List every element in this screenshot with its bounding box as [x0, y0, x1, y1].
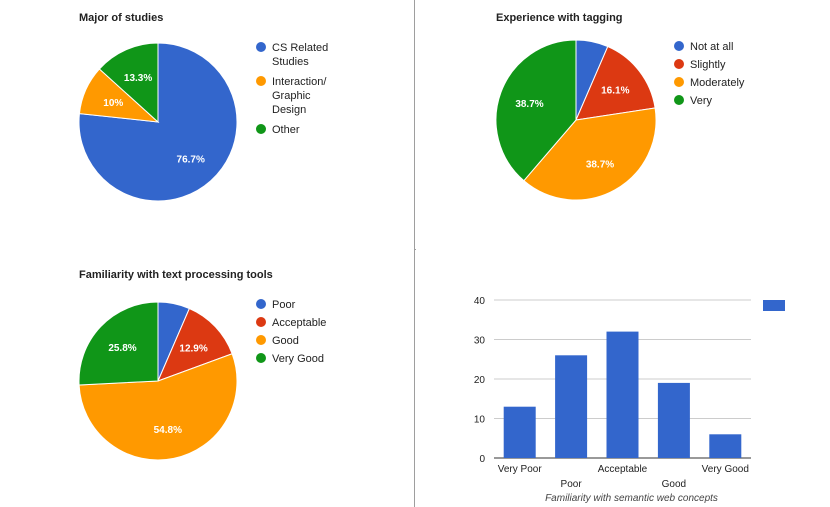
legend-item: Slightly — [674, 58, 814, 72]
x-axis-title: Familiarity with semantic web concepts — [545, 493, 718, 504]
y-tick-label: 30 — [474, 336, 486, 347]
x-category-label: Very Good — [702, 464, 749, 475]
legend-label: Acceptable — [272, 317, 327, 329]
slice-value-label: 16.1% — [601, 86, 629, 97]
legend-swatch — [763, 300, 785, 311]
bar — [709, 434, 742, 458]
pie-slice — [523, 107, 657, 201]
y-tick-label: 20 — [474, 375, 486, 386]
legend-item: Good — [256, 334, 396, 348]
legend-dot-icon — [256, 124, 266, 134]
legend-label: Not at all — [690, 41, 734, 53]
slice-value-label: 38.7% — [586, 159, 614, 170]
x-category-label: Good — [662, 479, 686, 490]
pie-slice — [575, 45, 656, 121]
chart-title: Experience with tagging — [496, 12, 623, 24]
legend-dot-icon — [674, 41, 684, 51]
legend-item: Very — [674, 94, 814, 108]
legend-label: Poor — [272, 299, 296, 311]
pie-slice — [98, 42, 159, 124]
legend-dot-icon — [256, 317, 266, 327]
horizontal-divider — [0, 249, 830, 250]
legend-dot-icon — [256, 353, 266, 363]
legend-dot-icon — [256, 335, 266, 345]
legend-label: Very Good — [272, 353, 324, 365]
slice-value-label: 12.9% — [179, 343, 207, 354]
y-tick-label: 10 — [474, 415, 486, 426]
legend: CS Related Studies Interaction/ Graphic … — [256, 41, 396, 143]
legend-label: Other — [272, 124, 300, 136]
slice-value-label: 76.7% — [177, 154, 205, 165]
y-tick-label: 0 — [479, 454, 485, 465]
bar-svg: 0 10 20 30 40 Very Poor Poor Acceptable Good Very… — [474, 296, 785, 504]
legend-dot-icon — [674, 77, 684, 87]
legend-item: CS Related Studies — [256, 41, 396, 69]
pie-svg: 16.1% 38.7% 38.7% — [495, 39, 657, 201]
legend-dot-icon — [674, 59, 684, 69]
slice-value-label: 38.7% — [515, 99, 543, 110]
pie-svg: 12.9% 54.8% 25.8% — [78, 301, 238, 461]
pie-slice — [495, 39, 577, 182]
legend-dot-icon — [256, 299, 266, 309]
slice-value-label: 13.3% — [124, 73, 152, 84]
legend-label: Very — [690, 95, 713, 107]
bar — [657, 382, 690, 458]
legend-item: Interaction/ Graphic Design — [256, 75, 396, 117]
legend-dot-icon — [256, 42, 266, 52]
text-processing-tools-chart: Familiarity with text processing tools 1… — [0, 251, 414, 507]
legend-item: Other — [256, 123, 396, 137]
bar — [503, 406, 536, 458]
y-tick-label: 40 — [474, 296, 486, 307]
slice-value-label: 25.8% — [108, 343, 136, 354]
bar — [555, 355, 588, 458]
legend-label: Interaction/ Graphic Design — [272, 76, 327, 116]
legend: Poor Acceptable Good Very Good — [256, 298, 396, 370]
x-category-label: Acceptable — [598, 464, 648, 475]
legend-label: Good — [272, 335, 299, 347]
slice-value-label: 54.8% — [154, 425, 182, 436]
bar — [606, 331, 639, 458]
legend-dot-icon — [256, 76, 266, 86]
semantic-web-bar-chart: 0 10 20 30 40 Very Poor Poor Acceptable Good Very… — [416, 251, 830, 507]
x-category-label: Poor — [561, 479, 583, 490]
legend-item: Very Good — [256, 352, 396, 366]
legend: Not at all Slightly Moderately Very — [674, 40, 814, 112]
chart-title: Major of studies — [79, 12, 164, 24]
slice-value-label: 10% — [103, 98, 123, 109]
vertical-divider — [414, 0, 415, 507]
legend-item: Acceptable — [256, 316, 396, 330]
legend-item: Poor — [256, 298, 396, 312]
legend-item: Moderately — [674, 76, 814, 90]
pie-slice — [78, 301, 159, 386]
legend-item: Not at all — [674, 40, 814, 54]
chart-title: Familiarity with text processing tools — [79, 269, 273, 281]
legend-label: CS Related Studies — [272, 42, 329, 68]
legend-label: Moderately — [690, 77, 745, 89]
pie-slice — [157, 307, 233, 382]
x-category-label: Very Poor — [498, 464, 543, 475]
major-of-studies-chart: Major of studies 76.7% 10% 13.3% CS Relate… — [0, 0, 414, 250]
legend-label: Slightly — [690, 59, 726, 71]
pie-slice — [78, 353, 238, 461]
pie-svg: 76.7% 10% 13.3% — [78, 42, 238, 202]
legend-dot-icon — [674, 95, 684, 105]
experience-with-tagging-chart: Experience with tagging 16.1% 38.7% 38.7% … — [416, 0, 830, 250]
